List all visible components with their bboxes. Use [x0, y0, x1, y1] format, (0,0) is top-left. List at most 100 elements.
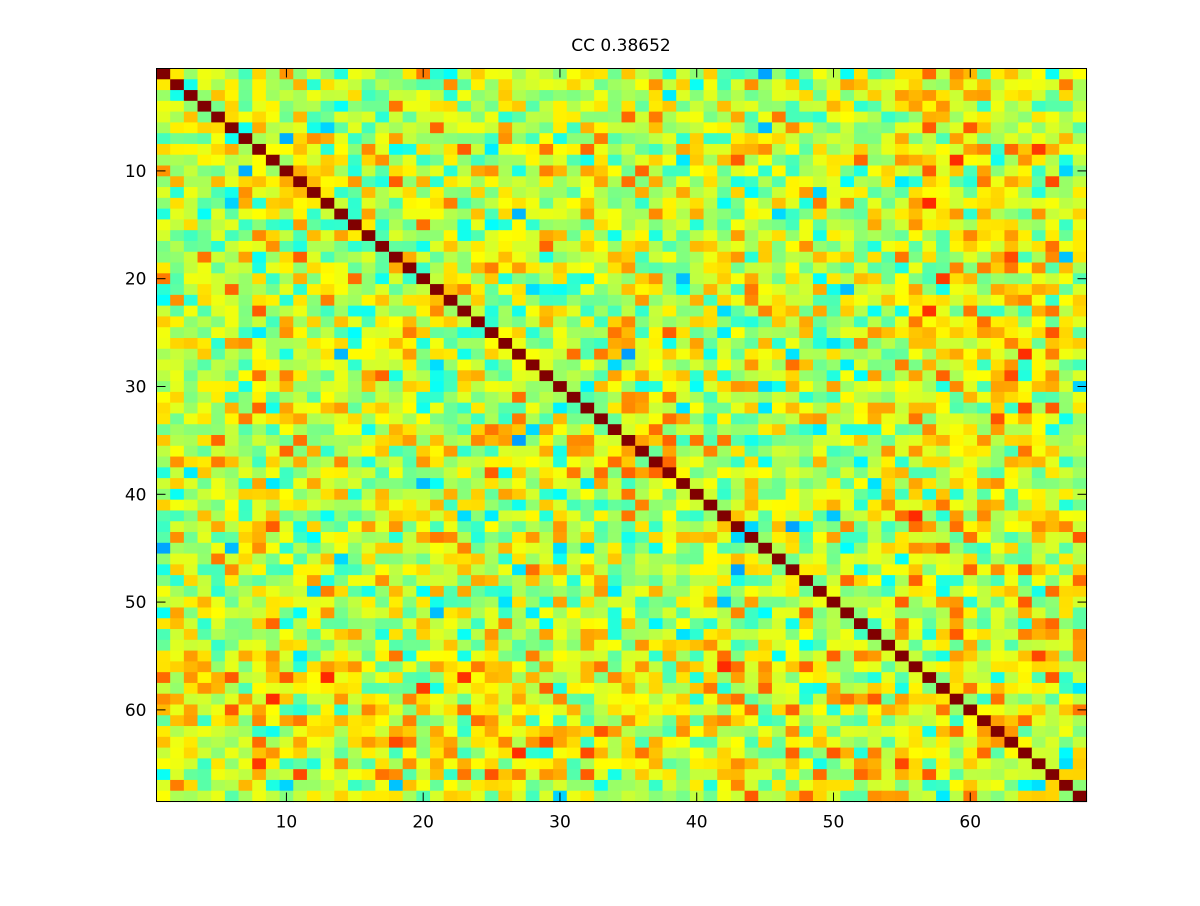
heatmap-cell — [949, 596, 965, 609]
heatmap-cell — [293, 359, 308, 371]
heatmap-cell — [703, 100, 718, 113]
heatmap-cell — [840, 337, 855, 350]
heatmap-cell — [361, 585, 376, 598]
heatmap-cell — [881, 435, 896, 447]
heatmap-cell — [949, 585, 965, 598]
heatmap-cell — [293, 133, 308, 145]
heatmap-cell — [703, 682, 718, 695]
heatmap-cell — [430, 348, 445, 361]
heatmap-cell — [265, 661, 281, 673]
heatmap-cell — [443, 90, 458, 102]
heatmap-cell — [799, 402, 814, 415]
heatmap-cell — [347, 758, 363, 770]
heatmap-cell — [443, 596, 458, 609]
heatmap-cell — [211, 553, 226, 565]
heatmap-cell — [854, 736, 869, 749]
heatmap-cell — [840, 402, 855, 415]
heatmap-cell — [566, 133, 582, 145]
heatmap-cell — [744, 413, 759, 425]
heatmap-cell — [156, 176, 171, 188]
heatmap-cell — [156, 143, 171, 156]
heatmap-cell — [744, 370, 759, 382]
heatmap-cell — [648, 435, 664, 447]
heatmap-cell — [334, 370, 349, 382]
heatmap-cell — [334, 639, 349, 652]
heatmap-cell — [334, 251, 349, 264]
heatmap-cell — [771, 499, 787, 512]
heatmap-cell — [375, 779, 390, 792]
heatmap-cell — [498, 650, 513, 662]
heatmap-cell — [922, 359, 937, 371]
heatmap-cell — [580, 542, 595, 555]
heatmap-cell — [580, 381, 595, 393]
heatmap-cell — [977, 478, 992, 490]
heatmap-cell — [170, 682, 185, 695]
heatmap-cell — [922, 488, 937, 501]
heatmap-cell — [525, 391, 541, 404]
heatmap-cell — [977, 629, 992, 641]
heatmap-cell — [799, 736, 814, 749]
heatmap-cell — [648, 90, 664, 102]
heatmap-cell — [553, 176, 568, 188]
heatmap-cell — [908, 736, 923, 749]
heatmap-cell — [895, 273, 910, 285]
heatmap-cell — [471, 521, 486, 533]
heatmap-cell — [758, 704, 773, 716]
heatmap-cell — [334, 478, 349, 490]
heatmap-cell — [648, 284, 664, 296]
heatmap-cell — [689, 391, 705, 404]
heatmap-cell — [553, 758, 568, 770]
heatmap-cell — [963, 348, 978, 361]
heatmap-cell — [990, 391, 1006, 404]
heatmap-cell — [389, 618, 404, 630]
heatmap-cell — [908, 779, 923, 792]
heatmap-cell — [320, 672, 335, 684]
heatmap-cell — [457, 715, 472, 727]
heatmap-cell — [594, 532, 609, 544]
heatmap-cell — [594, 779, 609, 792]
heatmap-cell — [484, 391, 500, 404]
heatmap-cell — [799, 553, 814, 565]
heatmap-cell — [648, 478, 664, 490]
heatmap-cell — [484, 747, 500, 759]
heatmap-cell — [211, 305, 226, 318]
heatmap-cell — [799, 790, 814, 803]
heatmap-cell — [293, 726, 308, 738]
heatmap-cell — [662, 187, 677, 199]
heatmap-cell — [676, 370, 691, 382]
heatmap-cell — [607, 165, 623, 177]
heatmap-cell — [580, 499, 595, 512]
heatmap-cell — [730, 607, 746, 619]
heatmap-cell — [990, 284, 1006, 296]
heatmap-cell — [170, 219, 185, 231]
heatmap-cell — [922, 262, 937, 274]
heatmap-cell — [539, 629, 554, 641]
heatmap-cell — [347, 639, 363, 652]
heatmap-cell — [977, 305, 992, 318]
heatmap-cell — [498, 413, 513, 425]
heatmap-cell — [949, 575, 965, 587]
heatmap-cell — [580, 618, 595, 630]
heatmap-cell — [936, 100, 951, 113]
heatmap-cell — [389, 251, 404, 264]
heatmap-cell — [703, 445, 718, 458]
heatmap-cell — [990, 467, 1006, 479]
heatmap-cell — [553, 715, 568, 727]
heatmap-cell — [498, 499, 513, 512]
heatmap-cell — [758, 467, 773, 479]
heatmap-cell — [293, 575, 308, 587]
heatmap-cell — [1045, 553, 1060, 565]
heatmap-cell — [197, 704, 212, 716]
heatmap-cell — [621, 704, 636, 716]
heatmap-cell — [443, 779, 458, 792]
heatmap-cell — [594, 337, 609, 350]
heatmap-cell — [936, 251, 951, 264]
heatmap-cell — [648, 359, 664, 371]
heatmap-cell — [1031, 564, 1047, 576]
heatmap-cell — [977, 510, 992, 522]
heatmap-cell — [1018, 639, 1033, 652]
heatmap-cell — [758, 424, 773, 436]
heatmap-cell — [361, 445, 376, 458]
heatmap-cell — [840, 294, 855, 307]
heatmap-cell — [1018, 90, 1033, 102]
